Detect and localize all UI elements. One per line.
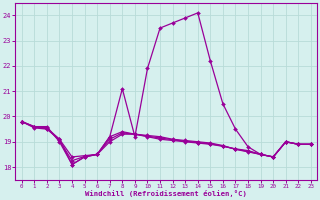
X-axis label: Windchill (Refroidissement éolien,°C): Windchill (Refroidissement éolien,°C) bbox=[85, 190, 247, 197]
